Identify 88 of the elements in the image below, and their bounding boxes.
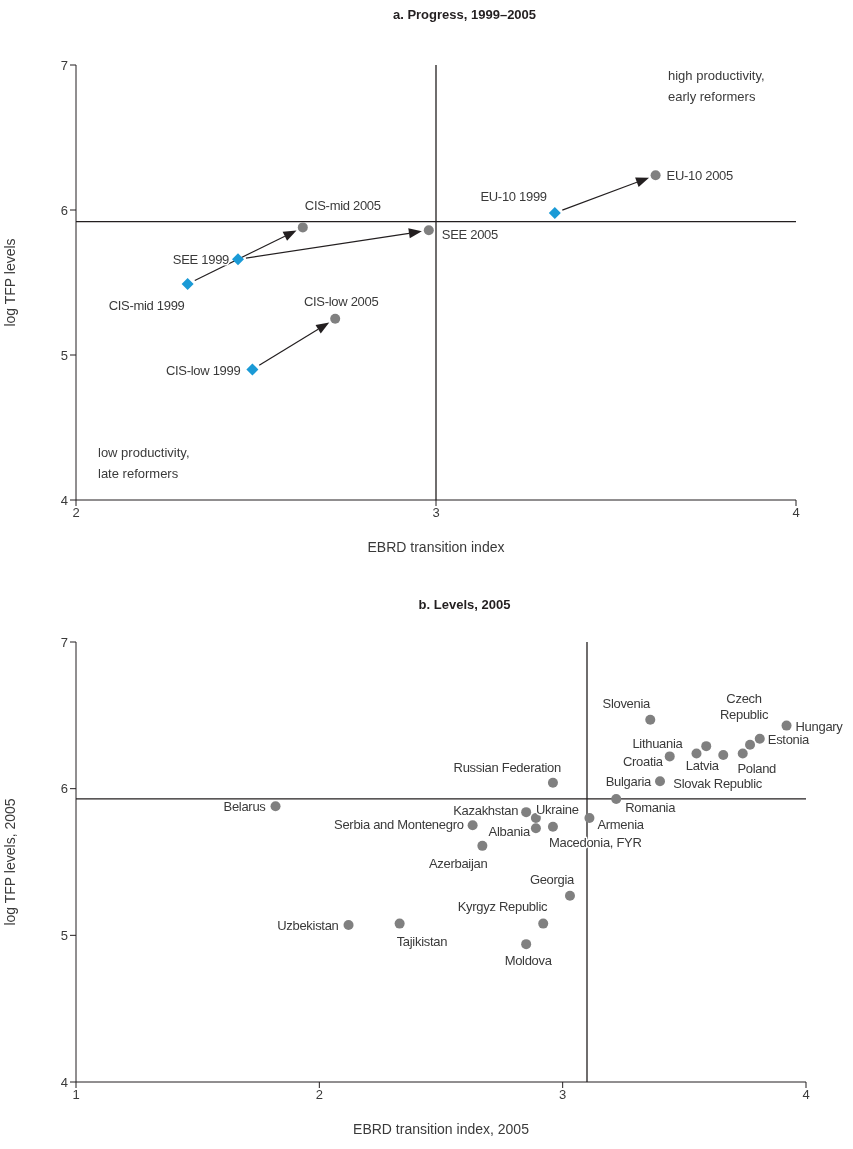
point [547, 777, 558, 788]
y-tick-label: 4 [60, 1074, 68, 1090]
point [718, 749, 729, 760]
x-tick-label: 1 [72, 1087, 80, 1103]
annotation: low productivity, late reformers [98, 444, 190, 483]
annotation: Latvia [685, 758, 720, 774]
x-tick-label: 3 [559, 1087, 567, 1103]
annotation: Kazakhstan [453, 803, 519, 819]
y-tick-label: 6 [60, 202, 68, 218]
annotation: Lithuania [632, 736, 684, 752]
annotation: Hungary [795, 718, 844, 734]
y-tick-label: 4 [60, 492, 68, 508]
annotation: Serbia and Montenegro [334, 817, 464, 833]
annotation: Bulgaria [605, 774, 653, 790]
annotation: SEE 1999 [172, 252, 230, 268]
annotation: Russian Federation [453, 759, 561, 775]
point [343, 920, 354, 931]
annotation: CIS-low 2005 [303, 293, 379, 309]
annotation: Uzbekistan [277, 918, 339, 934]
point [547, 821, 558, 832]
annotation: Czech Republic [719, 690, 769, 722]
point [650, 170, 661, 181]
annotation: Estonia [767, 731, 811, 747]
annotation: Belarus [223, 799, 267, 815]
point [181, 277, 194, 290]
point [655, 776, 665, 787]
y-tick-label: 5 [60, 927, 68, 943]
annotation: Croatia [622, 754, 664, 770]
annotation: EU-10 1999 [480, 188, 547, 204]
chart-title: a. Progress, 1999–2005 [391, 6, 538, 24]
point [564, 890, 575, 901]
annotation: Tajikistan [396, 933, 448, 949]
annotation: CIS-mid 2005 [304, 198, 381, 214]
point [584, 813, 595, 823]
point [691, 748, 702, 759]
point [477, 840, 488, 851]
annotation: Albania [488, 824, 531, 840]
y-tick-label: 7 [60, 57, 68, 73]
annotation: Georgia [529, 871, 576, 887]
point [781, 720, 792, 731]
point [645, 714, 656, 725]
point [664, 751, 675, 762]
annotation: SEE 2005 [441, 227, 499, 243]
point [548, 206, 561, 219]
point [246, 363, 259, 376]
x-axis-title: EBRD transition index [367, 539, 505, 555]
y-axis-title: log TFP levels, 2005 [1, 798, 18, 926]
point [745, 739, 756, 750]
point [701, 741, 712, 752]
x-tick-label: 3 [432, 505, 440, 521]
annotation: Moldova [504, 953, 553, 969]
y-tick-label: 5 [60, 347, 68, 363]
annotation: CIS-mid 1999 [108, 297, 185, 313]
point [330, 313, 341, 324]
point [538, 918, 549, 929]
annotation: Azerbaijan [428, 855, 488, 871]
x-tick-label: 2 [315, 1087, 323, 1103]
point [530, 813, 541, 823]
chart-title: b. Levels, 2005 [417, 596, 512, 614]
x-tick-label: 2 [72, 505, 80, 521]
point [521, 807, 532, 818]
annotation: Poland [737, 761, 777, 777]
annotation: EU-10 2005 [666, 168, 734, 184]
annotation: CIS-low 1999 [165, 362, 241, 378]
point [611, 793, 622, 804]
annotation: Slovak Republic [673, 775, 763, 791]
annotation: high productivity, early reformers [668, 67, 765, 106]
y-axis-title: log TFP levels [1, 238, 18, 327]
point [530, 823, 541, 834]
annotation: Romania [625, 799, 677, 815]
annotation: Armenia [597, 817, 645, 832]
x-axis-title: EBRD transition index, 2005 [353, 1121, 530, 1137]
point [737, 748, 748, 759]
annotation: Ukraine [535, 802, 579, 817]
point [423, 225, 434, 236]
annotation: Kyrgyz Republic [457, 898, 548, 914]
point [754, 733, 765, 744]
x-tick-label: 4 [802, 1087, 810, 1103]
y-tick-label: 6 [60, 781, 68, 797]
point [270, 801, 281, 812]
point [297, 222, 308, 233]
point [232, 253, 244, 266]
x-tick-label: 4 [792, 505, 800, 521]
point [521, 939, 532, 950]
point [394, 918, 405, 929]
point [467, 820, 478, 831]
y-tick-label: 7 [60, 634, 68, 650]
annotation: Slovenia [602, 695, 652, 711]
